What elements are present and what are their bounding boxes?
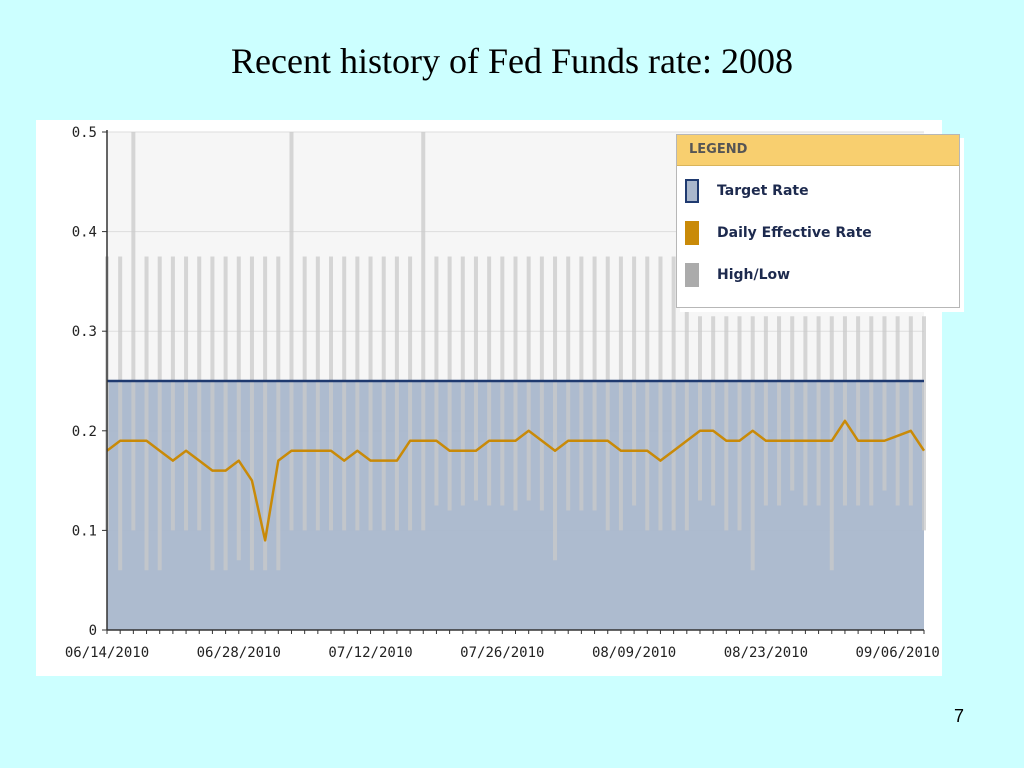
slide-title: Recent history of Fed Funds rate: 2008 [231, 41, 793, 81]
high-low-bar [566, 256, 571, 511]
high-low-bar [829, 316, 834, 571]
high-low-bar [513, 256, 518, 511]
x-tick-labels: 06/14/2010 06/28/2010 07/12/2010 07/26/2010… [65, 645, 940, 661]
page-number: 7 [953, 706, 964, 726]
legend-label-high-low: High/Low [717, 267, 791, 283]
legend-label-target-rate: Target Rate [717, 183, 809, 199]
high-low-bar [329, 256, 334, 531]
y-tick-label: 0 [89, 623, 97, 639]
y-tick-label: 0.5 [72, 125, 97, 141]
high-low-swatch [685, 263, 699, 287]
high-low-bar [645, 256, 650, 531]
high-low-bar [882, 316, 887, 491]
high-low-bar [315, 256, 320, 531]
high-low-bar [777, 316, 782, 506]
high-low-bar [381, 256, 386, 531]
high-low-bar [342, 256, 347, 531]
legend-header: LEGEND [677, 135, 959, 166]
high-low-bar [447, 256, 452, 511]
high-low-bar [276, 256, 281, 571]
high-low-bar [592, 256, 597, 511]
high-low-bar [605, 256, 610, 531]
high-low-bar [869, 316, 874, 506]
high-low-bar [421, 132, 426, 531]
high-low-bar [223, 256, 228, 571]
high-low-bar [539, 256, 544, 511]
legend-item-target-rate: Target Rate [685, 177, 809, 205]
high-low-bar [671, 256, 676, 531]
high-low-bar [553, 256, 558, 561]
y-tick-label: 0.2 [72, 424, 97, 440]
high-low-bar [184, 256, 189, 531]
high-low-bar [895, 316, 900, 506]
high-low-bar [408, 256, 413, 531]
high-low-bar [658, 256, 663, 531]
x-tick-label: 07/26/2010 [460, 645, 544, 661]
daily-effective-rate-swatch [685, 221, 699, 245]
y-tick-label: 0.4 [72, 225, 97, 241]
high-low-bar [790, 316, 795, 491]
high-low-bar [816, 316, 821, 506]
high-low-bar [763, 316, 768, 506]
daily-effective-rate-line [106, 419, 926, 542]
high-low-bar [711, 316, 716, 506]
high-low-bar [131, 132, 136, 531]
legend-label-daily-effective-rate: Daily Effective Rate [717, 225, 872, 241]
x-tick-label: 08/09/2010 [592, 645, 676, 661]
high-low-bar [579, 256, 584, 511]
high-low-bar [355, 256, 360, 531]
high-low-bar [842, 316, 847, 506]
high-low-bar [236, 256, 241, 561]
high-low-bar [118, 256, 123, 571]
high-low-bar [737, 316, 742, 531]
y-tick-label: 0.1 [72, 523, 97, 539]
axes [102, 130, 925, 634]
high-low-bar [803, 316, 808, 506]
legend: LEGEND Target Rate Daily Effective Rate … [676, 134, 960, 308]
high-low-bar [856, 316, 861, 506]
x-tick-label: 09/06/2010 [855, 645, 939, 661]
legend-item-daily-effective-rate: Daily Effective Rate [685, 219, 872, 247]
high-low-bar [263, 256, 268, 571]
y-tick-label: 0.3 [72, 324, 97, 340]
high-low-bar [473, 256, 478, 501]
high-low-bar [724, 316, 729, 531]
chart-panel: 0 0.1 0.2 0.3 0.4 0.5 06/14/2010 06/28/2010 07/… [36, 120, 960, 676]
high-low-bar [922, 316, 926, 531]
x-tick-label: 06/14/2010 [65, 645, 149, 661]
high-low-bar [697, 316, 702, 501]
high-low-bar [526, 256, 531, 501]
legend-item-high-low: High/Low [685, 261, 790, 289]
target-rate-swatch [685, 179, 699, 203]
y-tick-labels: 0 0.1 0.2 0.3 0.4 0.5 [72, 125, 97, 639]
daily-effective-rate-group [106, 419, 926, 542]
high-low-bar [249, 256, 254, 571]
high-low-bar [302, 256, 307, 531]
high-low-bar [170, 256, 175, 531]
high-low-bar [750, 316, 755, 571]
high-low-bar [197, 256, 202, 531]
x-tick-label: 08/23/2010 [724, 645, 808, 661]
high-low-bar [210, 256, 215, 571]
high-low-bar [144, 256, 149, 571]
high-low-bar [368, 256, 373, 531]
x-tick-label: 06/28/2010 [197, 645, 281, 661]
high-low-bar [157, 256, 162, 571]
high-low-bar [618, 256, 623, 531]
high-low-bar [684, 256, 689, 531]
high-low-bar [289, 132, 294, 531]
x-tick-label: 07/12/2010 [328, 645, 412, 661]
high-low-bar [908, 316, 913, 506]
high-low-bars [105, 132, 926, 571]
high-low-bar [394, 256, 399, 531]
